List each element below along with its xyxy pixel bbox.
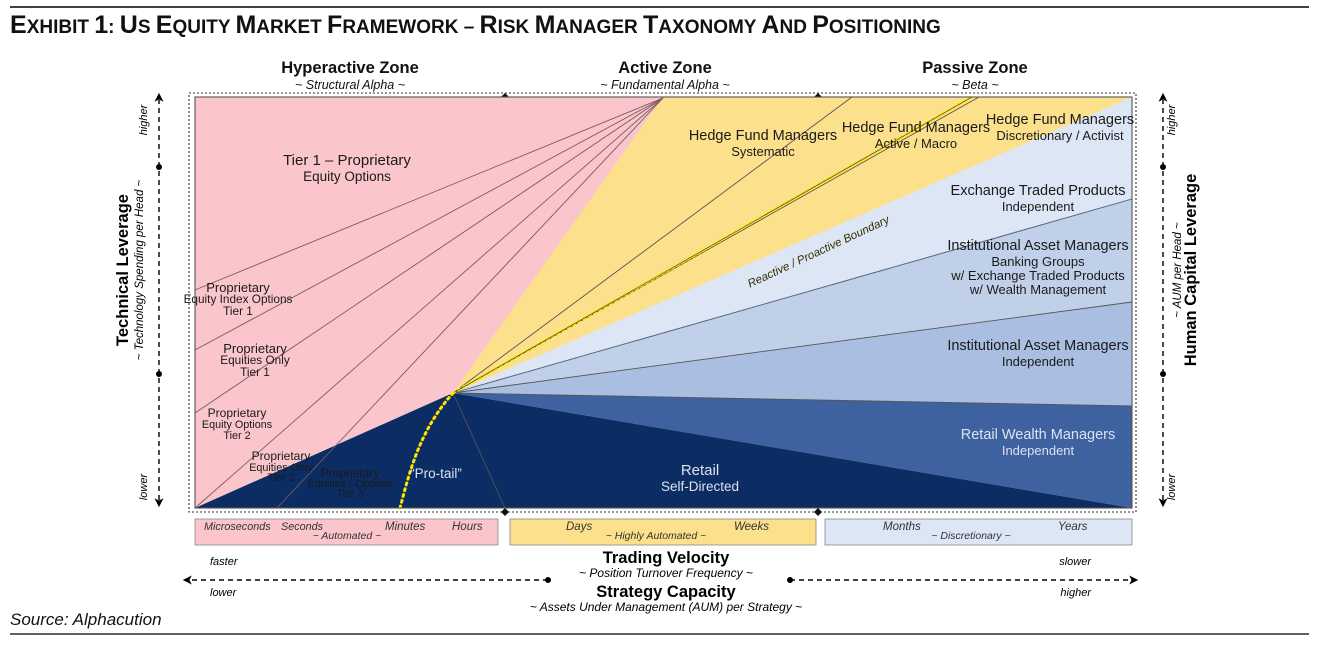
svg-text:higher: higher bbox=[1166, 103, 1178, 135]
svg-text:Tier 1: Tier 1 bbox=[240, 365, 270, 379]
svg-text:Tier 1: Tier 1 bbox=[223, 304, 253, 318]
svg-text:~ Fundamental Alpha ~: ~ Fundamental Alpha ~ bbox=[600, 78, 730, 92]
svg-text:lower: lower bbox=[1166, 473, 1178, 501]
svg-text:~ AUM per Head ~: ~ AUM per Head ~ bbox=[1172, 222, 1184, 318]
svg-text:Banking Groups: Banking Groups bbox=[991, 254, 1085, 269]
svg-text:Active Zone: Active Zone bbox=[618, 59, 712, 77]
svg-text:slower: slower bbox=[1059, 556, 1092, 568]
svg-text:Systematic: Systematic bbox=[731, 144, 795, 159]
svg-text:~ Highly Automated ~: ~ Highly Automated ~ bbox=[606, 530, 707, 542]
svg-text:~ Discretionary ~: ~ Discretionary ~ bbox=[931, 530, 1010, 542]
svg-text:Trading Velocity: Trading Velocity bbox=[603, 549, 730, 567]
svg-text:Passive Zone: Passive Zone bbox=[922, 59, 1027, 77]
svg-text:Hours: Hours bbox=[452, 521, 483, 533]
svg-text:Tier 1 – Proprietary: Tier 1 – Proprietary bbox=[283, 152, 411, 169]
svg-text:Active / Macro: Active / Macro bbox=[875, 136, 957, 151]
svg-text:lower: lower bbox=[210, 587, 238, 599]
svg-text:Hyperactive Zone: Hyperactive Zone bbox=[281, 59, 419, 77]
svg-text:~ Technology Spending per Head: ~ Technology Spending per Head ~ bbox=[134, 179, 146, 360]
svg-text:~ Structural Alpha ~: ~ Structural Alpha ~ bbox=[295, 78, 405, 92]
svg-text:Microseconds: Microseconds bbox=[204, 521, 271, 533]
svg-text:Proprietary: Proprietary bbox=[208, 406, 267, 420]
svg-text:Technical Leverage: Technical Leverage bbox=[114, 194, 132, 346]
svg-text:Source: Alphacution: Source: Alphacution bbox=[10, 610, 162, 629]
svg-text:Tier 2: Tier 2 bbox=[223, 430, 250, 442]
svg-text:Weeks: Weeks bbox=[734, 521, 769, 533]
svg-text:Minutes: Minutes bbox=[385, 521, 426, 533]
svg-text:~ Assets Under Management (AUM: ~ Assets Under Management (AUM) per Stra… bbox=[530, 600, 802, 614]
svg-text:lower: lower bbox=[138, 473, 150, 501]
svg-text:w/ Exchange Traded Products: w/ Exchange Traded Products bbox=[950, 268, 1125, 283]
svg-text:Hedge Fund Managers: Hedge Fund Managers bbox=[689, 128, 837, 144]
svg-text:Months: Months bbox=[883, 521, 921, 533]
svg-text:Institutional Asset Managers: Institutional Asset Managers bbox=[947, 238, 1128, 254]
svg-text:Days: Days bbox=[566, 521, 592, 533]
svg-text:~ Position Turnover Frequency: ~ Position Turnover Frequency ~ bbox=[579, 566, 753, 580]
svg-text:Exchange Traded Products: Exchange Traded Products bbox=[951, 183, 1126, 199]
svg-text:Retail: Retail bbox=[681, 462, 719, 479]
svg-text:Independent: Independent bbox=[1002, 443, 1075, 458]
svg-text:Hedge Fund Managers: Hedge Fund Managers bbox=[842, 120, 990, 136]
svg-text:Hedge Fund Managers: Hedge Fund Managers bbox=[986, 112, 1134, 128]
svg-text:Proprietary: Proprietary bbox=[252, 449, 311, 463]
svg-text:Independent: Independent bbox=[1002, 199, 1075, 214]
svg-text:~ Beta ~: ~ Beta ~ bbox=[951, 78, 998, 92]
svg-text:Self-Directed: Self-Directed bbox=[661, 479, 739, 494]
svg-text:“Pro-tail”: “Pro-tail” bbox=[410, 466, 462, 481]
svg-text:Tier 2: Tier 2 bbox=[267, 472, 294, 484]
svg-text:higher: higher bbox=[1060, 587, 1092, 599]
svg-text:w/ Wealth Management: w/ Wealth Management bbox=[969, 282, 1107, 297]
svg-text:Strategy Capacity: Strategy Capacity bbox=[596, 583, 736, 601]
svg-text:Years: Years bbox=[1058, 521, 1088, 533]
svg-text:Institutional Asset Managers: Institutional Asset Managers bbox=[947, 338, 1128, 354]
svg-text:higher: higher bbox=[138, 103, 150, 135]
svg-text:Independent: Independent bbox=[1002, 354, 1075, 369]
svg-text:Discretionary / Activist: Discretionary / Activist bbox=[996, 128, 1124, 143]
svg-text:Retail Wealth Managers: Retail Wealth Managers bbox=[961, 427, 1115, 443]
svg-text:faster: faster bbox=[210, 556, 239, 568]
svg-text:~ Automated ~: ~ Automated ~ bbox=[313, 530, 382, 542]
svg-text:Tier 3: Tier 3 bbox=[336, 488, 363, 500]
svg-text:Human Capital Leverage: Human Capital Leverage bbox=[1182, 174, 1200, 367]
svg-text:Equity Options: Equity Options bbox=[303, 169, 391, 184]
